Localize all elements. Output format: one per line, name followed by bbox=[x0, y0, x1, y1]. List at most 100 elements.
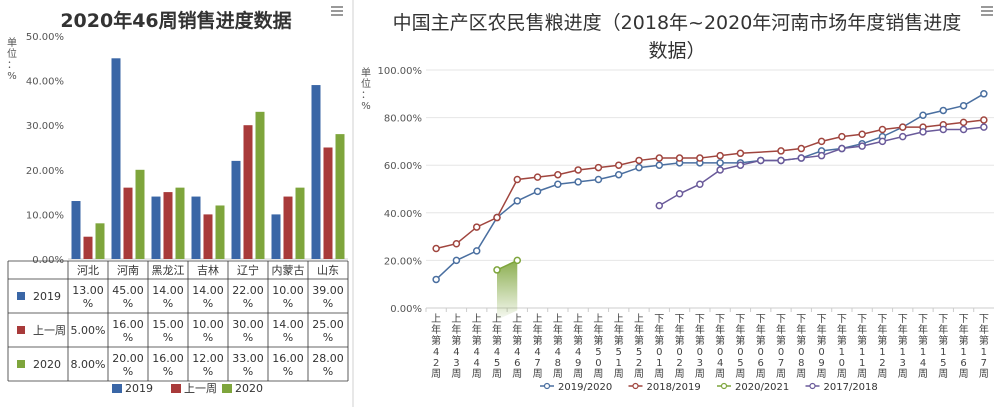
left-y-tick-label: 30.00% bbox=[26, 121, 64, 132]
table-value-cell: 30.00% bbox=[232, 318, 264, 344]
left-y-tick-label: 0.00% bbox=[32, 255, 64, 266]
left-y-tick-label: 40.00% bbox=[26, 77, 64, 88]
table-value-cell: 12.00% bbox=[192, 352, 224, 378]
table-header-cell: 山东 bbox=[317, 264, 339, 277]
series-point-4-28 bbox=[980, 123, 988, 131]
table-value-cell: 20.00% bbox=[112, 352, 144, 378]
series-point-1-10 bbox=[614, 170, 623, 179]
bar-1-6 bbox=[271, 214, 281, 259]
table-series-swatch bbox=[17, 360, 25, 368]
series-point-4-22 bbox=[858, 142, 866, 150]
right-x-tick-label: 下年第 0 9 周 bbox=[817, 314, 827, 380]
series-point-2-10 bbox=[614, 161, 623, 169]
right-x-tick-label: 下年第 0 1 周 bbox=[654, 314, 664, 380]
bar-1-2 bbox=[111, 58, 121, 259]
right-y-tick-label: 60.00% bbox=[384, 161, 422, 172]
series-point-2-21 bbox=[838, 132, 846, 141]
series-point-4-17 bbox=[756, 156, 765, 165]
left-y-tick-label: 10.00% bbox=[26, 210, 64, 221]
left-y-tick-label: 50.00% bbox=[26, 32, 64, 43]
legend-marker bbox=[543, 382, 551, 390]
bar-3-3 bbox=[175, 187, 185, 259]
right-x-tick-label: 上年第 4 8 周 bbox=[553, 313, 563, 380]
right-x-tick-label: 上年第 4 2 周 bbox=[431, 313, 441, 380]
table-value-cell: 14.00% bbox=[272, 318, 304, 344]
bar-1-3 bbox=[151, 196, 161, 259]
right-chart-title: 中国主产区农民售粮进度（2018年~2020年河南市场年度销售进度 数据） bbox=[354, 9, 1000, 65]
table-value-cell: 10.00% bbox=[272, 284, 304, 310]
series-point-4-21 bbox=[838, 144, 846, 153]
table-series-name: 2020 bbox=[33, 358, 61, 371]
series-point-1-9 bbox=[594, 175, 603, 184]
series-point-2-1 bbox=[432, 244, 440, 253]
series-point-3-5 bbox=[513, 256, 522, 265]
left-data-table: 河北 河南 黑龙江 吉林 辽宁 内蒙古 山东 2019 13.00 % 45.00 % 14.00 % 14… bbox=[7, 260, 349, 382]
series-point-2-4 bbox=[493, 213, 501, 222]
legend-label: 2017/2018 bbox=[824, 382, 878, 393]
right-y-tick-label: 80.00% bbox=[384, 114, 422, 125]
bar-2-2 bbox=[123, 187, 133, 259]
bar-2-4 bbox=[203, 214, 213, 259]
series-point-4-20 bbox=[817, 151, 826, 160]
right-x-tick-label: 上年第 5 2 周 bbox=[634, 313, 644, 380]
series-point-1-15 bbox=[716, 159, 724, 167]
right-x-tick-label: 下年第 0 8 周 bbox=[796, 314, 806, 380]
right-x-tick-label: 下年第 0 4 周 bbox=[715, 314, 725, 380]
table-value-cell: 14.00% bbox=[192, 284, 224, 310]
bar-2-6 bbox=[283, 196, 293, 259]
left-bar-chart: 单位：% 0.00% 10.00% 20.00% 30.00% 40.00% 50.00% 河… bbox=[7, 32, 349, 395]
series-point-2-23 bbox=[878, 125, 887, 134]
right-x-tick-label: 上年第 4 7 周 bbox=[533, 313, 543, 380]
series-point-2-7 bbox=[554, 170, 562, 179]
series-point-2-18 bbox=[777, 147, 785, 155]
series-point-2-19 bbox=[797, 144, 806, 153]
series-point-4-14 bbox=[696, 180, 704, 188]
right-chart-panel: 中国主产区农民售粮进度（2018年~2020年河南市场年度销售进度 数据） 单位… bbox=[354, 0, 1000, 407]
legend-label: 2020/2021 bbox=[735, 382, 789, 393]
right-chart-menu-icon[interactable] bbox=[981, 6, 993, 16]
table-header-cell: 河南 bbox=[117, 264, 139, 277]
series-point-2-14 bbox=[696, 154, 704, 162]
bar-2-3 bbox=[163, 192, 173, 259]
bar-2-5 bbox=[243, 125, 253, 259]
bar-1-4 bbox=[191, 196, 201, 259]
table-value-cell: 45.00% bbox=[112, 284, 144, 310]
series-point-2-22 bbox=[858, 130, 866, 139]
series-point-2-11 bbox=[635, 156, 643, 165]
legend-label: 2019 bbox=[125, 382, 153, 395]
bar-3-5 bbox=[255, 111, 265, 259]
right-x-tick-label: 上年第 4 3 周 bbox=[451, 313, 461, 380]
series-point-2-24 bbox=[898, 123, 907, 131]
right-x-tick-label: 下年第 1 0 周 bbox=[837, 314, 847, 380]
legend-label: 上一周 bbox=[184, 382, 217, 395]
right-chart-title-line2: 数据） bbox=[648, 40, 706, 62]
left-chart-menu-icon[interactable] bbox=[331, 6, 343, 16]
series-point-2-28 bbox=[980, 116, 988, 124]
series-point-1-8 bbox=[574, 178, 582, 186]
left-y-tick-label: 20.00% bbox=[26, 166, 64, 177]
series-line-1 bbox=[435, 93, 985, 280]
right-x-tick-label: 下年第 0 5 周 bbox=[735, 314, 745, 380]
legend-label: 2019/2020 bbox=[558, 382, 612, 393]
series-point-1-27 bbox=[959, 101, 968, 110]
legend-label: 2020 bbox=[235, 382, 263, 395]
legend-marker bbox=[809, 382, 816, 390]
series-point-4-13 bbox=[675, 190, 684, 198]
right-x-tick-label: 上年第 5 1 周 bbox=[614, 313, 624, 380]
table-header-cell: 河北 bbox=[77, 264, 99, 277]
right-y-unit-label: 单位：% bbox=[361, 67, 371, 112]
series-point-1-3 bbox=[472, 247, 481, 255]
right-legend: 2019/2020 2018/2019 2020/2021 2017/2018 bbox=[540, 382, 878, 393]
table-value-cell: 5.00% bbox=[71, 324, 106, 337]
series-point-1-1 bbox=[432, 275, 440, 284]
right-x-tick-label: 下年第 1 5 周 bbox=[938, 314, 948, 380]
right-x-tick-label: 上年第 4 4 周 bbox=[472, 313, 482, 380]
right-x-tick-label: 上年第 4 6 周 bbox=[512, 313, 522, 380]
table-header-cell: 吉林 bbox=[197, 263, 219, 277]
table-value-cell: 22.00% bbox=[232, 284, 264, 310]
right-x-tick-label: 下年第 0 2 周 bbox=[675, 314, 685, 380]
table-value-cell: 39.00% bbox=[312, 284, 344, 310]
series-point-3-4 bbox=[493, 266, 501, 274]
table-series-name: 2019 bbox=[33, 290, 61, 303]
table-series-swatch bbox=[17, 326, 25, 334]
